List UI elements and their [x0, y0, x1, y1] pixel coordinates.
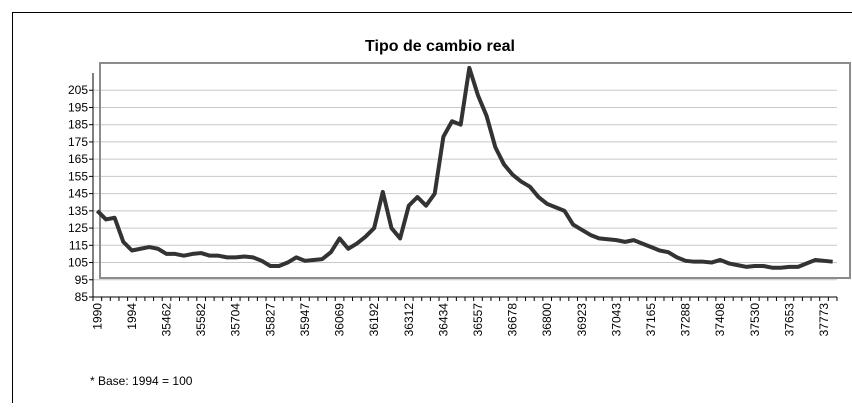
- x-tick-label: 36192: [367, 303, 381, 337]
- y-tick-label: 85: [75, 290, 89, 304]
- x-tick-label: 37165: [644, 303, 658, 337]
- x-tick-label: 36557: [471, 303, 485, 337]
- y-tick-label: 155: [68, 169, 88, 183]
- x-tick-label: 35704: [229, 303, 243, 337]
- y-tick-label: 105: [68, 256, 88, 270]
- y-tick-label: 135: [68, 204, 88, 218]
- x-tick-label: 36923: [575, 303, 589, 337]
- x-tick-label: 35827: [263, 303, 277, 337]
- y-tick-label: 205: [68, 83, 88, 97]
- x-tick-label: 1994: [125, 303, 139, 330]
- x-tick-label: 37288: [679, 303, 693, 337]
- x-tick-label: 37043: [609, 303, 623, 337]
- chart-title: Tipo de cambio real: [365, 38, 515, 55]
- x-tick-label: 35462: [160, 303, 174, 337]
- x-tick-label: 36434: [436, 303, 450, 337]
- x-tick-label: 35582: [194, 303, 208, 337]
- chart-frame: [13, 13, 852, 404]
- y-tick-label: 175: [68, 135, 88, 149]
- x-tick-label: 1990: [90, 303, 104, 330]
- x-tick-label: 37530: [748, 303, 762, 337]
- y-tick-label: 115: [69, 238, 88, 252]
- y-tick-label: 125: [68, 221, 88, 235]
- x-tick-label: 37408: [713, 303, 727, 337]
- x-tick-label: 37653: [782, 303, 796, 337]
- y-tick-label: 95: [75, 273, 89, 287]
- y-tick-label: 195: [68, 100, 88, 114]
- footnote: * Base: 1994 = 100: [90, 374, 193, 388]
- y-tick-label: 185: [68, 118, 88, 132]
- x-tick-label: 36312: [402, 303, 416, 337]
- x-tick-label: 36678: [506, 303, 520, 337]
- x-tick-label: 37773: [817, 303, 831, 337]
- x-tick-label: 35947: [298, 303, 312, 337]
- x-tick-label: 36069: [333, 303, 347, 337]
- y-tick-label: 165: [68, 152, 88, 166]
- y-tick-label: 145: [68, 187, 88, 201]
- x-tick-label: 36800: [540, 303, 554, 337]
